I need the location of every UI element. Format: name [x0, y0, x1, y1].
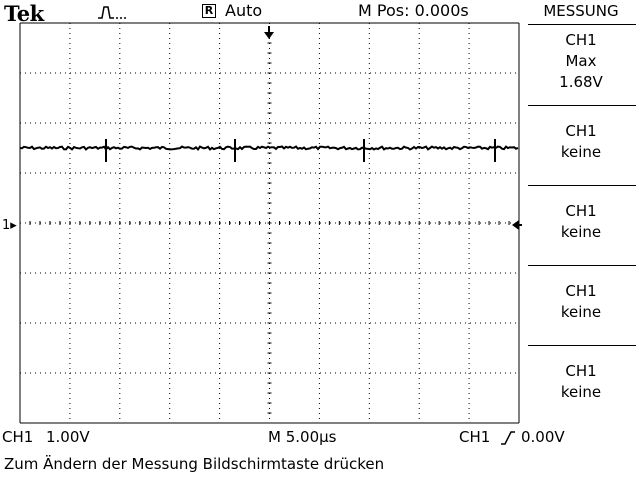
- ch1-marker-label: 1: [2, 218, 11, 233]
- trigger-level-marker: [512, 220, 519, 230]
- slot-type: keine: [560, 143, 602, 161]
- pulse-trigger-icon: [98, 6, 126, 19]
- measurement-slot-2[interactable]: CH1 keine: [522, 121, 640, 163]
- help-message: Zum Ändern der Messung Bildschirmtaste d…: [4, 455, 385, 473]
- graticule: [19, 22, 520, 424]
- slot-type: keine: [560, 383, 602, 401]
- menu-divider: [528, 24, 636, 25]
- measurement-slot-1[interactable]: CH1 Max 1.68V: [522, 30, 640, 93]
- waveform-display: [19, 22, 522, 424]
- ch1-ground-marker: 1▸: [2, 219, 17, 233]
- brand-logo: Tek: [4, 1, 44, 26]
- acquisition-mode: Auto: [225, 1, 263, 20]
- run-status-icon: R: [202, 4, 216, 18]
- arrow-right-icon: ▸: [10, 218, 17, 233]
- trigger-source: CH1: [459, 428, 491, 446]
- volts-per-div: 1.00V: [46, 428, 90, 446]
- slot-source: CH1: [565, 31, 597, 49]
- measurement-menu: CH1 Max 1.68V CH1 keine CH1 keine CH1 ke…: [522, 0, 640, 426]
- trigger-position-marker: [264, 32, 274, 39]
- horizontal-position: M Pos: 0.000s: [358, 1, 469, 20]
- measurement-slot-5[interactable]: CH1 keine: [522, 361, 640, 403]
- slot-source: CH1: [565, 202, 597, 220]
- slot-source: CH1: [565, 282, 597, 300]
- timebase: M 5.00µs: [268, 428, 337, 446]
- menu-title: MESSUNG: [543, 2, 619, 20]
- measurement-slot-3[interactable]: CH1 keine: [522, 201, 640, 243]
- slot-type: keine: [560, 303, 602, 321]
- ch1-waveform-trace: [19, 145, 519, 151]
- measurement-slot-4[interactable]: CH1 keine: [522, 281, 640, 323]
- slot-type: Max: [565, 52, 597, 70]
- slot-value: 1.68V: [559, 73, 603, 91]
- menu-divider: [528, 265, 636, 266]
- slot-type: keine: [560, 223, 602, 241]
- menu-divider: [528, 105, 636, 106]
- menu-divider: [528, 185, 636, 186]
- slot-source: CH1: [565, 362, 597, 380]
- trigger-level: 0.00V: [521, 428, 565, 446]
- channel-label: CH1: [2, 428, 34, 446]
- slot-source: CH1: [565, 122, 597, 140]
- menu-divider: [528, 345, 636, 346]
- rising-edge-icon: [501, 431, 515, 445]
